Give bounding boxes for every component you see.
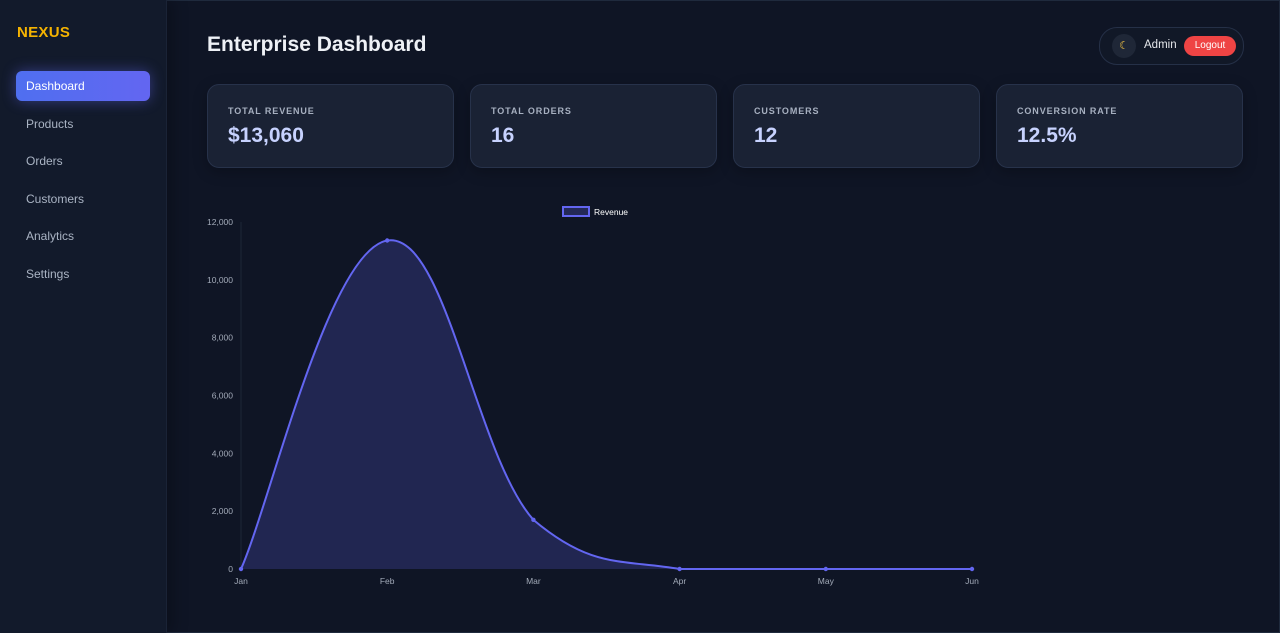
x-tick-label: Mar (526, 576, 541, 586)
stat-card-total-revenue: TOTAL REVENUE $13,060 (207, 84, 454, 168)
y-tick-label: 12,000 (207, 217, 233, 227)
data-point (531, 517, 536, 523)
data-point (969, 566, 975, 572)
page-title: Enterprise Dashboard (207, 33, 427, 56)
sidebar-nav: Dashboard Products Orders Customers Anal… (16, 71, 150, 296)
legend-label: Revenue (594, 207, 628, 217)
stat-label: TOTAL ORDERS (491, 106, 572, 116)
stat-value: 12.5% (1017, 124, 1077, 147)
revenue-chart: 0 2,000 4,000 6,000 8,000 10,000 12,000 Jan Feb M… (207, 206, 979, 586)
sidebar-item-analytics[interactable]: Analytics (26, 229, 75, 243)
stat-value: 12 (754, 124, 778, 147)
x-tick-label: Apr (673, 576, 686, 586)
user-name: Admin (1144, 39, 1177, 51)
sidebar-item-customers[interactable]: Customers (26, 191, 85, 206)
brand-logo: NEXUS (17, 24, 71, 41)
x-tick-label: May (818, 576, 835, 586)
data-point (823, 566, 828, 572)
stat-card-total-orders: TOTAL ORDERS 16 (470, 84, 717, 168)
data-point (677, 566, 682, 572)
y-tick-label: 2,000 (212, 506, 234, 516)
moon-icon[interactable]: ☾ (1112, 34, 1136, 58)
x-tick-label: Jun (965, 576, 979, 586)
stat-label: TOTAL REVENUE (228, 106, 315, 116)
stat-card-customers: CUSTOMERS 12 (733, 84, 980, 168)
sidebar-item-products[interactable]: Products (26, 116, 74, 131)
sidebar: NEXUS Dashboard Products Orders Customer… (0, 0, 167, 633)
stat-label: CONVERSION RATE (1017, 106, 1118, 116)
y-tick-label: 8,000 (212, 333, 234, 343)
sidebar-item-orders[interactable]: Orders (26, 154, 63, 168)
data-point (238, 566, 244, 572)
logout-button[interactable]: Logout (1184, 36, 1236, 56)
revenue-area-fill (241, 240, 972, 569)
stat-value: $13,060 (228, 124, 304, 147)
stat-label: CUSTOMERS (754, 106, 820, 116)
sidebar-item-settings[interactable]: Settings (26, 266, 70, 281)
x-tick-label: Jan (234, 576, 248, 586)
y-tick-label: 6,000 (212, 391, 234, 401)
data-point (385, 238, 390, 243)
legend-swatch (562, 206, 590, 217)
x-tick-label: Feb (380, 576, 395, 586)
y-tick-label: 0 (228, 564, 233, 574)
user-menu: ☾ Admin Logout (1099, 27, 1244, 65)
y-tick-label: 4,000 (212, 448, 234, 458)
y-tick-label: 10,000 (207, 275, 233, 285)
stat-card-conversion-rate: CONVERSION RATE 12.5% (996, 84, 1243, 168)
sidebar-item-dashboard[interactable]: Dashboard (16, 71, 150, 101)
stat-value: 16 (491, 124, 515, 147)
